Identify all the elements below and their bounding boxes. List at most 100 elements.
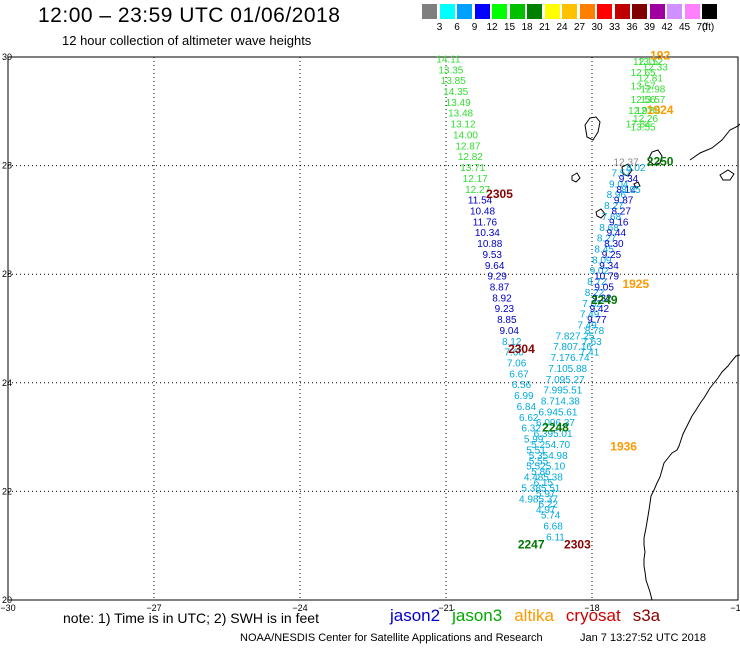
wave-height-value: 5.37 xyxy=(538,494,558,505)
wave-height-value: 13.35 xyxy=(438,65,463,76)
lon-tick-label: −15 xyxy=(730,603,740,613)
wave-height-value: 5.88 xyxy=(568,364,588,375)
wave-height-value: 12.82 xyxy=(458,152,483,163)
canary-island-1 xyxy=(584,116,601,141)
legend-swatch xyxy=(684,4,700,19)
wave-height-value: 8.14 xyxy=(616,185,636,196)
wave-height-value: 9.16 xyxy=(609,217,629,228)
wave-height-value: 12.92 xyxy=(628,106,653,117)
wave-height-value: 8.27 xyxy=(611,206,631,217)
lon-tick-label: −27 xyxy=(146,603,161,613)
wave-height-value: 5.97 xyxy=(536,489,556,500)
legend-label: 12 xyxy=(486,22,498,33)
wave-height-value: 13.49 xyxy=(446,98,471,109)
pass-time-label: 1936 xyxy=(610,440,637,454)
wave-height-value: 12.65 xyxy=(631,68,656,79)
footer-credit: NOAA/NESDIS Center for Satellite Applica… xyxy=(240,632,543,644)
wave-height-value: 7.82 xyxy=(582,299,602,310)
wave-height-value: 7.49 xyxy=(577,321,597,332)
legend-label: 27 xyxy=(573,22,586,33)
wave-height-value: 7.41 xyxy=(580,348,600,359)
wave-height-value: 7.16 xyxy=(573,342,593,353)
wave-height-value: 12.81 xyxy=(638,73,663,84)
wave-height-value: 12.87 xyxy=(455,141,480,152)
legend-label: 70 xyxy=(696,22,708,33)
canary-island-7 xyxy=(595,208,606,219)
legend-label: 45 xyxy=(678,22,691,33)
pass-time-label: 192 xyxy=(650,49,670,63)
wave-height-value: 5.01 xyxy=(553,429,573,440)
wave-height-value: 6.62 xyxy=(519,413,539,424)
legend-swatch xyxy=(562,4,577,19)
wave-height-value: 8.87 xyxy=(490,282,510,293)
wave-height-value: 5.27 xyxy=(565,375,585,386)
lat-tick-label: 24 xyxy=(2,378,12,388)
wave-height-value: 7.10 xyxy=(548,364,568,375)
wave-height-value: 6.09 xyxy=(536,418,556,429)
footer-timestamp: Jan 7 13:27:52 UTC 2018 xyxy=(580,632,706,644)
legend-label: 24 xyxy=(556,22,568,33)
wave-height-value: 5.51 xyxy=(541,483,561,494)
wave-height-value: 10.34 xyxy=(475,228,500,239)
satellite-s3a: s3a xyxy=(632,606,661,625)
wave-height-value: 8.85 xyxy=(497,315,517,326)
legend-label: 6 xyxy=(454,22,460,33)
pass-time-label: 1924 xyxy=(647,103,674,117)
wave-height-value: 6.56 xyxy=(512,380,532,391)
wave-height-value: 8.22 xyxy=(585,288,605,299)
wave-height-value: 9.32 xyxy=(592,293,612,304)
wave-height-value: 7.06 xyxy=(507,359,527,370)
wave-height-value: 9.29 xyxy=(487,272,507,283)
pass-time-label: 2303 xyxy=(564,537,591,551)
legend-swatch xyxy=(527,4,542,19)
legend-label: 9 xyxy=(471,22,478,33)
wave-height-value: 5.10 xyxy=(546,462,566,473)
legend-label: 39 xyxy=(643,22,656,33)
wave-height-value: 5.55 xyxy=(529,456,549,467)
lat-tick-label: 30 xyxy=(2,52,12,62)
wave-height-value: 7.99 xyxy=(543,386,563,397)
satellite-cryosat: cryosat xyxy=(565,606,621,625)
wave-height-value: 6.74 xyxy=(570,353,590,364)
wave-height-value: 9.42 xyxy=(590,304,610,315)
wave-height-value: 6.11 xyxy=(546,532,565,543)
wave-height-value: 13.85 xyxy=(441,76,466,87)
wave-height-value: 8.78 xyxy=(585,326,605,337)
wave-height-value: 5.86 xyxy=(531,467,551,478)
pass-time-label: 2249 xyxy=(591,293,618,307)
lon-tick-label: −21 xyxy=(438,603,453,613)
lat-tick-label: 28 xyxy=(2,161,12,171)
wave-height-value: 14.11 xyxy=(436,54,461,65)
wave-height-value: 13.57 xyxy=(631,82,656,93)
legend-unit: (ft) xyxy=(702,22,715,33)
coastline xyxy=(571,116,740,601)
legend-label: 30 xyxy=(591,22,603,33)
lon-tick-label: −24 xyxy=(292,603,307,613)
wave-height-value: 6.94 xyxy=(538,407,558,418)
legend-swatch xyxy=(457,4,472,19)
canary-island-6 xyxy=(571,172,581,183)
legend-swatch xyxy=(579,4,595,19)
wave-height-value: 12.98 xyxy=(640,84,665,95)
footer-note: note: 1) Time is in UTC; 2) SWH is in fe… xyxy=(63,610,319,626)
wave-height-value: 9.34 xyxy=(599,261,619,272)
wave-height-value: 8.27 xyxy=(597,234,617,245)
satellite-jason3: jason3 xyxy=(452,606,503,625)
wave-height-value: 9.34 xyxy=(619,174,639,185)
wave-height-value: 13.55 xyxy=(631,122,656,133)
wave-height-value: 11.76 xyxy=(473,217,498,228)
legend-swatch xyxy=(492,4,507,19)
wave-height-value: 12.17 xyxy=(463,174,488,185)
legend-swatch xyxy=(649,4,665,19)
wave-height-value: 7.68 xyxy=(602,212,622,223)
lon-tick-label: −18 xyxy=(584,603,599,613)
wave-height-value: 17.84 xyxy=(626,120,651,131)
wave-height-value: 14.00 xyxy=(453,130,478,141)
wave-height-value: 8.96 xyxy=(607,190,627,201)
wave-height-value: 8.92 xyxy=(492,293,512,304)
wave-height-value: 9.04 xyxy=(500,326,520,337)
map-frame xyxy=(7,56,739,601)
legend-swatch xyxy=(422,4,437,19)
pass-time-labels: 2305 2250 192 1924 1925 2249 2304 2248 1936 2303 2… xyxy=(486,49,674,552)
